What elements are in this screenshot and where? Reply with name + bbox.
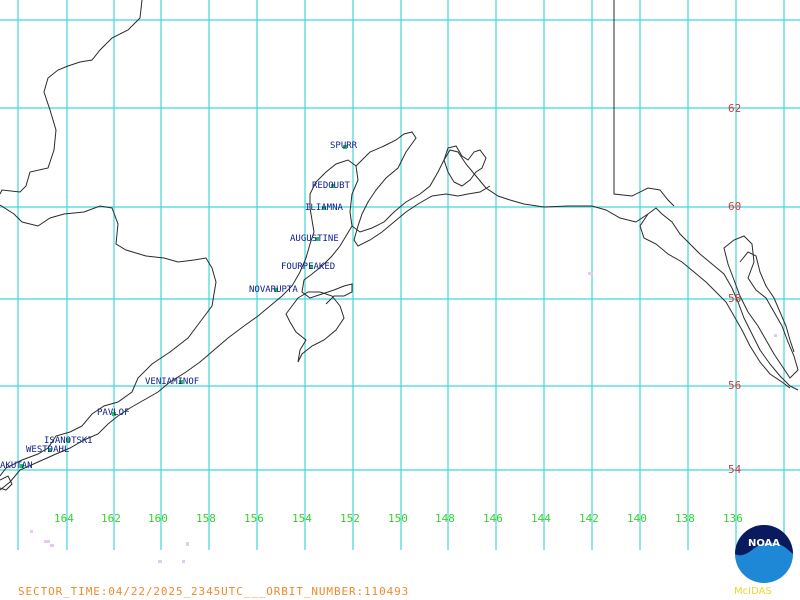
data-artifacts xyxy=(30,272,777,563)
lat-label-56: 56 xyxy=(728,379,741,392)
lynn-canal xyxy=(739,251,795,353)
lon-label-162: 162 xyxy=(101,512,121,525)
alaska-peninsula-south-coast xyxy=(0,231,315,491)
volcano-label-iliamna[interactable]: ILIAMNA xyxy=(305,203,344,213)
volcano-marker[interactable] xyxy=(322,206,326,210)
noaa-logo-text: NOAA xyxy=(748,538,780,549)
coastlines xyxy=(0,0,799,491)
volcano-label-isanotski[interactable]: ISANOTSKI xyxy=(44,436,93,446)
cook-inlet-east-coast xyxy=(353,131,491,247)
volcano-label-spurr[interactable]: SPURR xyxy=(330,141,358,151)
volcano-marker[interactable] xyxy=(112,412,116,416)
lon-label-144: 144 xyxy=(531,512,551,525)
lon-label-146: 146 xyxy=(483,512,503,525)
volcano-label-veniaminof[interactable]: VENIAMINOF xyxy=(145,377,199,387)
lat-label-58: 58 xyxy=(728,292,741,305)
lon-label-156: 156 xyxy=(244,512,264,525)
lat-label-62: 62 xyxy=(728,102,741,115)
longitude-labels: 164 162 160 158 156 154 152 150 148 146 … xyxy=(54,512,743,525)
volcano-marker[interactable] xyxy=(315,237,319,241)
noaa-logo-bird xyxy=(735,525,793,556)
volcano-label-westdahl[interactable]: WESTDAHL xyxy=(26,445,69,455)
latitude-labels: 62 60 58 56 54 xyxy=(728,102,742,476)
volcano-marker[interactable] xyxy=(179,380,183,384)
mcidas-caption: McIDAS xyxy=(734,586,772,597)
lon-label-158: 158 xyxy=(196,512,216,525)
noaa-logo: NOAA xyxy=(735,525,793,583)
volcano-label-pavlof[interactable]: PAVLOF xyxy=(97,408,130,418)
unimak-shore xyxy=(0,475,13,491)
kodiak-island xyxy=(285,291,345,363)
volcano-marker[interactable] xyxy=(48,448,52,452)
kenai-peninsula xyxy=(301,225,353,305)
volcano-marker[interactable] xyxy=(309,265,313,269)
canada-border xyxy=(613,0,675,207)
lon-label-160: 160 xyxy=(148,512,168,525)
volcano-marker[interactable] xyxy=(274,288,278,292)
lon-label-148: 148 xyxy=(435,512,455,525)
lat-label-60: 60 xyxy=(728,200,741,213)
lat-label-54: 54 xyxy=(728,463,742,476)
southeast-alaska-panhandle xyxy=(639,213,791,389)
lon-label-140: 140 xyxy=(627,512,647,525)
volcano-marker[interactable] xyxy=(20,464,24,468)
volcano-label-redoubt[interactable]: REDOUBT xyxy=(312,181,351,191)
volcano-label-fourpeaked[interactable]: FOURPEAKED xyxy=(281,262,335,272)
volcano-markers: SPURR REDOUBT ILIAMNA AUGUSTINE FOURPEAK… xyxy=(0,141,358,471)
lon-label-150: 150 xyxy=(388,512,408,525)
lon-label-138: 138 xyxy=(675,512,695,525)
lon-label-136: 136 xyxy=(723,512,743,525)
volcano-marker[interactable] xyxy=(66,438,70,442)
volcano-marker[interactable] xyxy=(331,184,335,188)
volcano-label-novarupta[interactable]: NOVARUPTA xyxy=(249,285,298,295)
lon-label-152: 152 xyxy=(340,512,360,525)
prince-william-sound xyxy=(443,145,487,187)
western-alaska-coast xyxy=(0,0,143,195)
volcano-marker[interactable] xyxy=(343,145,347,149)
inside-passage-islands xyxy=(723,235,799,379)
volcano-label-akutan[interactable]: AKUTAN xyxy=(0,461,33,471)
lon-label-154: 154 xyxy=(292,512,312,525)
sector-time-footer: SECTOR_TIME:04/22/2025_2345UTC___ORBIT_N… xyxy=(18,585,410,598)
lon-label-164: 164 xyxy=(54,512,74,525)
lon-label-142: 142 xyxy=(579,512,599,525)
volcano-label-augustine[interactable]: AUGUSTINE xyxy=(290,234,339,244)
graticule xyxy=(0,0,800,550)
cook-inlet-west-coast xyxy=(309,149,799,391)
bristol-bay-coast xyxy=(0,204,217,477)
